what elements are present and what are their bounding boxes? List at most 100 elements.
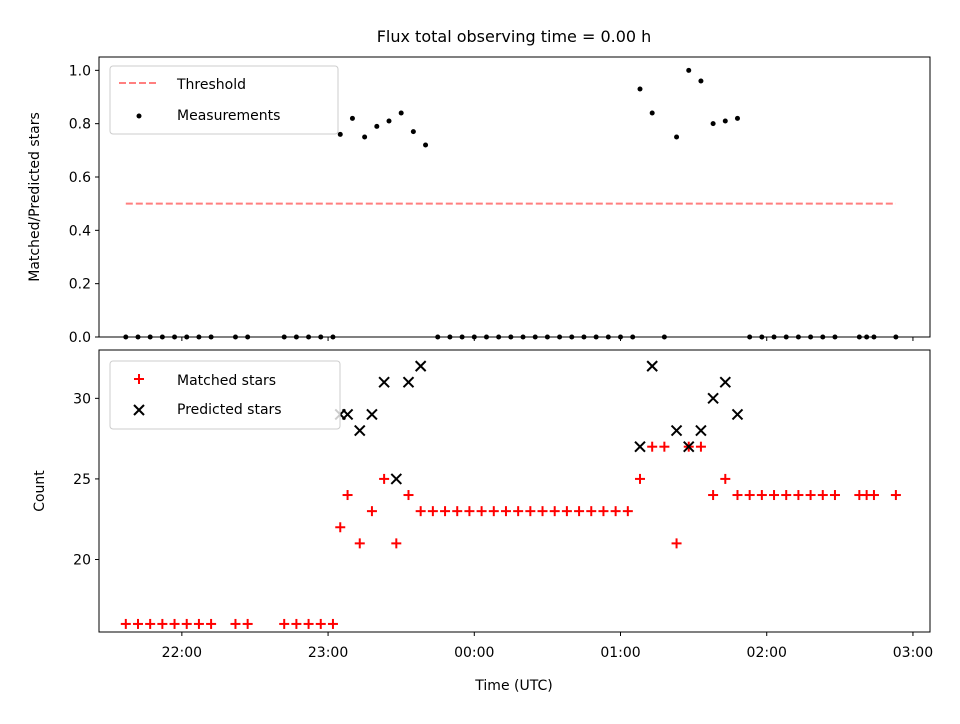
predicted-stars-point xyxy=(341,408,354,421)
matched-stars-point xyxy=(279,618,290,629)
matched-stars-point xyxy=(549,506,560,517)
measurement-point xyxy=(710,121,716,127)
bottom-y-tick-label: 20 xyxy=(73,552,91,568)
matched-stars-point xyxy=(793,490,804,501)
matched-stars-point xyxy=(817,490,828,501)
legend-predicted-label: Predicted stars xyxy=(177,402,282,418)
matched-stars-point xyxy=(695,441,706,452)
measurement-point xyxy=(674,134,680,140)
matched-stars-point xyxy=(415,506,426,517)
matched-stars-point xyxy=(488,506,499,517)
predicted-stars-point xyxy=(634,440,646,453)
matched-stars-point xyxy=(647,441,658,452)
predicted-stars-point xyxy=(683,440,695,453)
top-y-tick-label: 0.2 xyxy=(69,277,91,293)
bottom-legend-box xyxy=(109,360,341,430)
bottom-panel-marks xyxy=(120,360,901,629)
bottom-panel-x-ticks: 22:00 23:00 00:00 01:00 02:00 03:00 xyxy=(162,632,933,661)
matched-stars-point xyxy=(805,490,816,501)
predicted-stars-point xyxy=(670,424,683,437)
matched-stars-point xyxy=(659,441,670,452)
top-panel-y-axis-label: Matched/Predicted stars xyxy=(27,112,43,282)
matched-stars-point xyxy=(513,506,524,517)
matched-stars-point xyxy=(354,538,365,549)
predicted-stars-point xyxy=(390,473,403,485)
matched-stars-point xyxy=(157,618,168,629)
measurement-point xyxy=(398,110,404,116)
matched-stars-point xyxy=(525,506,536,517)
matched-stars-point xyxy=(781,490,792,501)
matched-stars-point xyxy=(769,490,780,501)
measurement-point xyxy=(423,142,429,148)
matched-stars-point xyxy=(671,538,682,549)
matched-stars-point xyxy=(720,473,731,484)
top-panel: 0.0 0.2 0.4 0.6 0.8 1.0 Matched/Predicted sta… xyxy=(27,56,931,346)
top-panel-x-ticks xyxy=(181,337,914,341)
bottom-panel: 20 25 30 22:00 23:00 00:00 01:00 02:00 03:00 Co… xyxy=(32,349,933,661)
bottom-panel-y-axis-label: Count xyxy=(32,470,48,512)
predicted-stars-point xyxy=(366,408,378,421)
measurement-point xyxy=(362,134,368,140)
measurement-point xyxy=(649,110,655,116)
top-panel-y-ticks: 0.0 0.2 0.4 0.6 0.8 1.0 xyxy=(69,63,99,346)
top-y-tick-label: 0.0 xyxy=(69,330,91,346)
matched-stars-point xyxy=(464,506,475,517)
matched-stars-point xyxy=(379,473,390,484)
measurement-point xyxy=(386,118,392,124)
matched-stars-point xyxy=(868,490,879,501)
bottom-y-tick-label: 30 xyxy=(73,391,91,407)
matched-stars-point xyxy=(303,618,314,629)
top-y-tick-label: 0.4 xyxy=(69,223,91,239)
x-tick-label: 03:00 xyxy=(893,645,933,661)
top-panel-frame xyxy=(98,56,931,338)
predicted-stars-point xyxy=(646,360,658,372)
matched-stars-point xyxy=(291,618,302,629)
bottom-panel-y-ticks: 20 25 30 xyxy=(73,391,99,568)
matched-stars-point xyxy=(744,490,755,501)
measurement-point xyxy=(337,131,343,137)
matched-stars-point xyxy=(193,618,204,629)
legend-threshold-label: Threshold xyxy=(176,77,246,93)
matched-stars-point xyxy=(181,618,192,629)
x-tick-label: 22:00 xyxy=(162,645,202,661)
matched-stars-point xyxy=(342,490,353,501)
matched-stars-point xyxy=(756,490,767,501)
matched-stars-point xyxy=(366,506,377,517)
matched-stars-point xyxy=(610,506,621,517)
bottom-panel-frame xyxy=(98,349,931,633)
measurement-point xyxy=(734,115,740,121)
top-panel-legend: Threshold Measurements xyxy=(109,65,339,135)
measurement-point xyxy=(722,118,728,124)
measurement-point xyxy=(686,67,692,73)
top-legend-box xyxy=(109,65,339,135)
x-tick-label: 01:00 xyxy=(600,645,640,661)
matched-stars-point xyxy=(145,618,156,629)
measurement-point xyxy=(349,115,355,121)
predicted-stars-point xyxy=(402,376,415,388)
legend-matched-label: Matched stars xyxy=(177,373,276,389)
matched-stars-point xyxy=(476,506,487,517)
matched-stars-point xyxy=(242,618,253,629)
matched-stars-point xyxy=(890,490,901,501)
x-tick-label: 02:00 xyxy=(747,645,787,661)
matched-stars-point xyxy=(206,618,217,629)
matched-stars-point xyxy=(561,506,572,517)
matched-stars-point xyxy=(391,538,402,549)
chart-title: Flux total observing time = 0.00 h xyxy=(377,27,652,46)
matched-stars-point xyxy=(732,490,743,501)
matched-stars-point xyxy=(537,506,548,517)
matched-stars-point xyxy=(440,506,451,517)
bottom-panel-legend: Matched stars Predicted stars xyxy=(109,360,341,430)
matched-stars-point xyxy=(635,473,646,484)
matched-stars-point xyxy=(230,618,241,629)
matched-stars-point xyxy=(829,490,840,501)
matched-stars-point xyxy=(169,618,180,629)
matched-stars-point xyxy=(132,618,143,629)
top-y-tick-label: 0.6 xyxy=(69,170,91,186)
predicted-stars-point xyxy=(414,360,427,372)
matched-stars-point xyxy=(574,506,585,517)
legend-matched-swatch xyxy=(134,374,144,384)
measurement-point xyxy=(637,86,643,92)
x-tick-label: 23:00 xyxy=(308,645,348,661)
